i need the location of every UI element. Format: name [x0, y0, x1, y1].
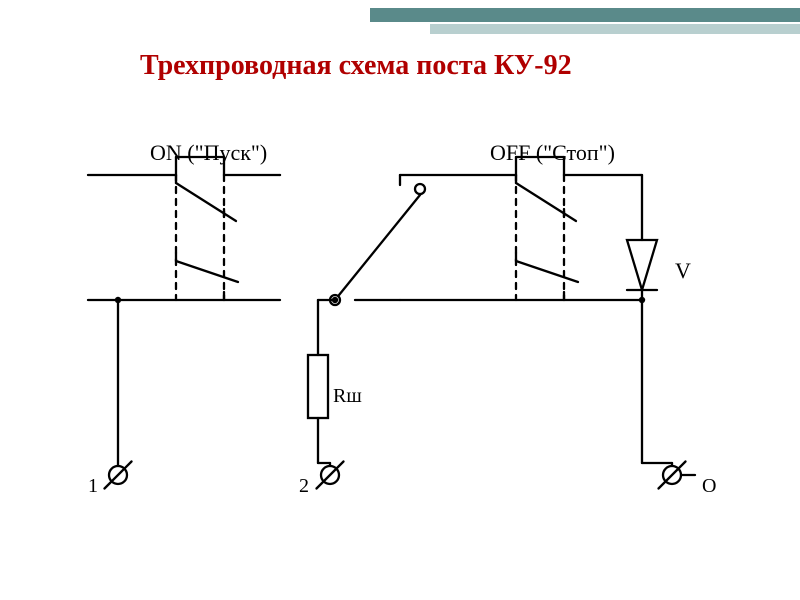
schematic-svg: [0, 0, 800, 600]
